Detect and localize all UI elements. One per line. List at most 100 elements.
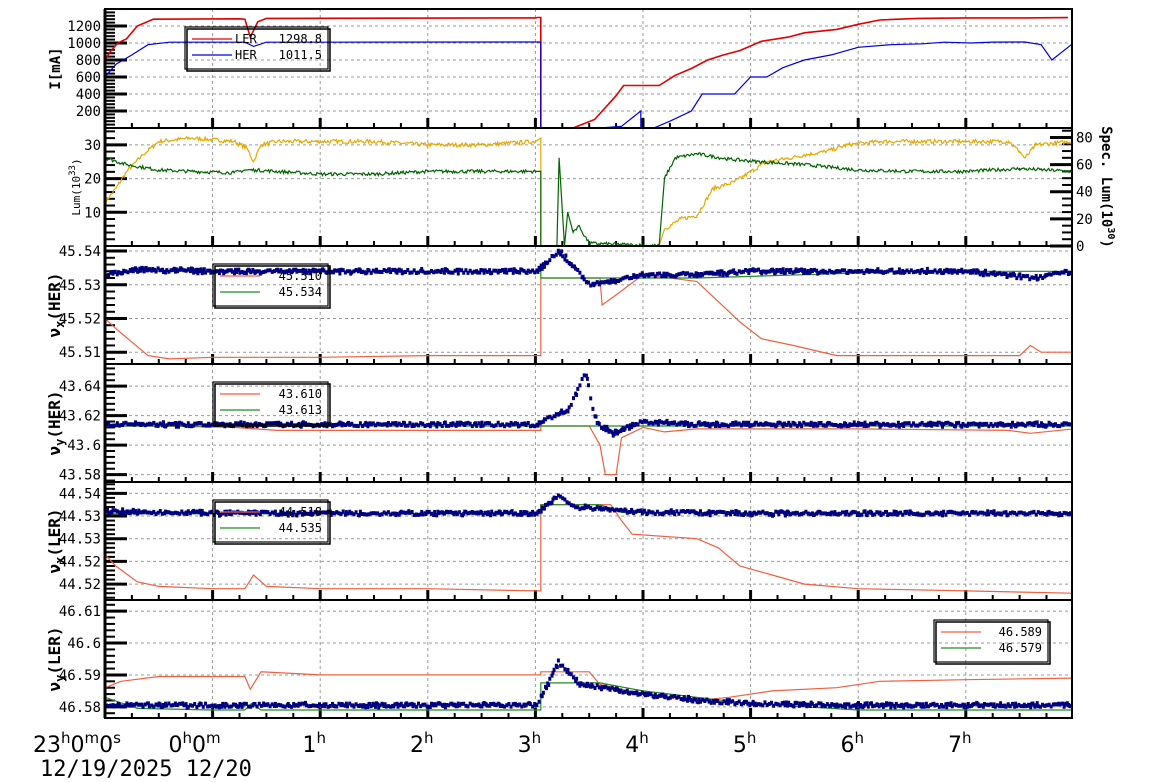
series-ler-line	[105, 16, 1069, 128]
legend-entry-value: 46.579	[999, 641, 1042, 655]
y-right-tick-label: 60	[1076, 158, 1093, 174]
legend-entry-value: 45.534	[279, 285, 322, 299]
y-axis-label: Lum(1033)	[68, 158, 83, 215]
legend-entry-value: 44.535	[279, 521, 322, 535]
y-tick-label: 43.58	[59, 468, 101, 484]
y-axis-label: νy(HER)	[45, 390, 67, 455]
y-axis-label: νx(LER)	[45, 508, 67, 573]
panel-nu-x-her: 45.51 45.52 45.53 45.54 νx(HER) 45.510 45.534	[45, 244, 1073, 365]
y-tick-label: 200	[76, 104, 101, 120]
panel-luminosity: 10 20 30 0 20 40 60 80 Spec. Lum(1030) Lum(1033)	[68, 126, 1116, 255]
series-set-line	[105, 504, 1072, 594]
legend-box	[933, 619, 1049, 663]
legend: 45.510 45.534	[212, 263, 331, 309]
series-group	[105, 493, 1072, 594]
legend: 44.518 44.535	[212, 499, 331, 545]
y-axis-label: I[mA]	[48, 47, 64, 89]
x-tick-label: 0h0m	[169, 729, 221, 758]
series-measured-dots	[105, 658, 1072, 710]
legend-entry-value: 43.613	[279, 403, 322, 417]
legend-entry-value: 1298.8	[279, 32, 322, 46]
y-tick-label: 46.6	[67, 636, 101, 652]
y-tick-label: 44.52	[59, 577, 101, 593]
y-right-tick-label: 0	[1076, 239, 1084, 255]
x-tick-label: 1h	[302, 729, 326, 758]
x-axis: 23h0m0s 0h0m 1h 2h 3h 4h 5h 6h 7h 12/19/2025 12/2…	[33, 729, 972, 782]
y-tick-label: 44.52	[59, 554, 101, 570]
y-tick-label: 800	[76, 53, 101, 69]
series-measured-dots	[105, 493, 1072, 518]
y-tick-label: 46.59	[59, 668, 101, 684]
legend-entry-name: LER	[235, 32, 257, 46]
x-axis-date-label: 12/19/2025 12/20	[40, 757, 252, 782]
x-tick-label: 4h	[625, 729, 649, 758]
legend-entry-value: 1011.5	[279, 48, 322, 62]
y-tick-label: 43.64	[59, 379, 101, 395]
x-tick-label: 7h	[948, 729, 972, 758]
y-tick-label: 45.52	[59, 311, 101, 327]
y-tick-label: 1000	[67, 36, 101, 52]
series-set-line	[105, 671, 1072, 702]
series-measured-dots	[105, 248, 1072, 288]
legend-entry-name: HER	[235, 48, 257, 62]
y-tick-label: 10	[84, 205, 101, 221]
series-spec-luminosity-line	[105, 152, 1072, 246]
legend-box	[184, 26, 329, 70]
y-right-tick-label: 40	[1076, 185, 1093, 201]
panel-nu-y-ler: 46.58 46.59 46.6 46.61 νy(LER) 46.589 46.579	[45, 599, 1073, 719]
x-tick-label: 5h	[733, 729, 757, 758]
y-tick-label: 45.53	[59, 278, 101, 294]
series-set-line	[105, 274, 1072, 360]
y-tick-label: 600	[76, 70, 101, 86]
x-tick-label: 2h	[410, 729, 434, 758]
y-right-tick-label: 20	[1076, 212, 1093, 228]
legend-box	[212, 263, 329, 307]
legend-shadow	[214, 265, 331, 309]
y-axis-label: νy(LER)	[45, 626, 67, 691]
y-tick-label: 1200	[67, 19, 101, 35]
x-tick-label: 3h	[518, 729, 542, 758]
y-tick-label: 45.51	[59, 345, 101, 361]
y-tick-label: 30	[84, 138, 101, 154]
legend-shadow	[214, 383, 331, 427]
series-group	[105, 135, 1072, 246]
legend-box	[212, 499, 329, 543]
legend: 43.610 43.613	[212, 381, 331, 427]
series-set-line	[105, 425, 1072, 476]
y-tick-label: 46.58	[59, 700, 101, 716]
legend: LER 1298.8 HER 1011.5	[184, 26, 331, 72]
series-measured-dots	[105, 373, 1072, 438]
series-group	[105, 248, 1072, 360]
y-tick-label: 44.53	[59, 532, 101, 548]
legend-entry-value: 45.510	[279, 269, 322, 283]
y-axis-label: νx(HER)	[45, 272, 67, 337]
plot-frame	[104, 599, 1073, 719]
y-tick-label: 20	[84, 172, 101, 188]
y-right-tick-label: 80	[1076, 130, 1093, 146]
y-axis-right-label: Spec. Lum(1030)	[1098, 126, 1116, 248]
legend-entry-value: 44.518	[279, 505, 322, 519]
y-tick-label: 44.53	[59, 509, 101, 525]
series-her-line	[105, 41, 1072, 128]
legend-shadow	[935, 621, 1051, 665]
legend: 46.589 46.579	[933, 619, 1051, 665]
plot-frame	[104, 127, 1073, 247]
legend-box	[212, 381, 329, 425]
x-tick-label: 6h	[840, 729, 864, 758]
y-tick-label: 46.61	[59, 604, 101, 620]
y-tick-label: 43.6	[67, 438, 101, 454]
y-tick-label: 43.62	[59, 409, 101, 425]
legend-entry-value: 46.589	[999, 625, 1042, 639]
legend-shadow	[214, 501, 331, 545]
y-tick-label: 45.54	[59, 244, 101, 260]
legend-entry-value: 43.610	[279, 387, 322, 401]
legend-shadow	[186, 28, 331, 72]
series-luminosity-line	[105, 135, 1072, 246]
series-group	[105, 658, 1072, 711]
series-group	[105, 16, 1072, 128]
y-tick-label: 44.54	[59, 486, 101, 502]
